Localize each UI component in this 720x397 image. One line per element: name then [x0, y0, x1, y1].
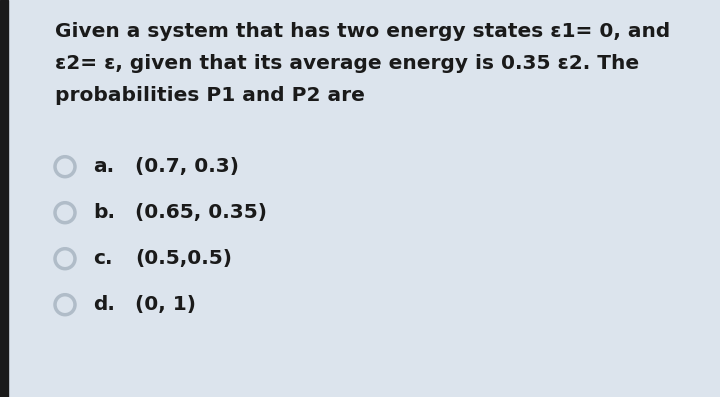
Circle shape [55, 295, 75, 315]
Circle shape [55, 157, 75, 177]
Text: ε2= ε, given that its average energy is 0.35 ε2. The: ε2= ε, given that its average energy is … [55, 54, 639, 73]
Circle shape [55, 203, 75, 223]
Text: (0.5,0.5): (0.5,0.5) [135, 249, 232, 268]
Text: (0, 1): (0, 1) [135, 295, 196, 314]
Text: a.: a. [93, 157, 114, 176]
Text: (0.7, 0.3): (0.7, 0.3) [135, 157, 239, 176]
Text: d.: d. [93, 295, 115, 314]
Text: (0.65, 0.35): (0.65, 0.35) [135, 203, 267, 222]
Text: Given a system that has two energy states ε1= 0, and: Given a system that has two energy state… [55, 22, 670, 41]
Text: probabilities P1 and P2 are: probabilities P1 and P2 are [55, 86, 365, 105]
Circle shape [55, 249, 75, 269]
Bar [0, 0, 8, 397]
Text: b.: b. [93, 203, 115, 222]
Text: c.: c. [93, 249, 112, 268]
